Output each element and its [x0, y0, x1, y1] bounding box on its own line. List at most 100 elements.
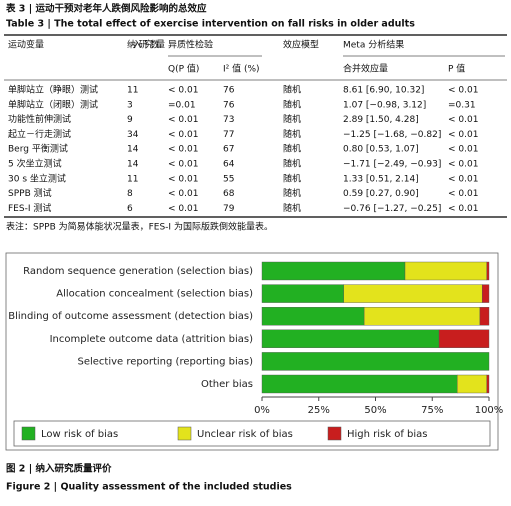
table-cell: 随机: [283, 84, 301, 96]
sub-header: Q(P 值): [168, 63, 199, 75]
category-label: Blinding of outcome assessment (detectio…: [8, 311, 253, 322]
chart-frame: [5, 252, 499, 451]
table-cell: < 0.01: [168, 204, 198, 214]
table-cell: 单脚站立（闭眼）测试: [8, 98, 98, 110]
bar-segment: [486, 261, 490, 281]
category-label: Random sequence generation (selection bi…: [23, 266, 253, 277]
table-cell: 67: [223, 145, 234, 155]
table-title-en: Table 3 | The total effect of exercise i…: [6, 19, 415, 30]
bar-segment: [479, 307, 490, 326]
table-cell: 5 次坐立测试: [8, 158, 62, 170]
table-cell: 1.33 [0.51, 2.14]: [343, 174, 419, 184]
table-cell: 起立－行走测试: [8, 128, 71, 140]
bar-segment: [261, 352, 490, 371]
bar-segment: [486, 374, 490, 394]
table-cell: 11: [127, 86, 138, 96]
table-cell: < 0.01: [448, 160, 478, 170]
table-cell: < 0.01: [448, 204, 478, 214]
table-cell: 8: [127, 189, 133, 199]
legend-label: Low risk of bias: [41, 429, 118, 440]
legend-swatch: [21, 426, 36, 441]
bar-segment: [343, 284, 483, 303]
table-cell: < 0.01: [168, 86, 198, 96]
bar-segment: [457, 374, 487, 394]
table-cell: =0.31: [448, 100, 476, 110]
table-cell: 34: [127, 130, 139, 140]
table-cell: 64: [223, 160, 235, 170]
table-cell: −1.71 [−2.49, −0.93]: [343, 160, 441, 170]
table-cell: −1.25 [−1.68, −0.82]: [343, 130, 441, 140]
table-cell: 55: [223, 174, 234, 184]
category-label: Other bias: [201, 379, 253, 390]
col-header: 运动变量: [8, 39, 44, 51]
x-tick-label: 100%: [475, 405, 504, 416]
table-cell: 随机: [283, 98, 301, 110]
table-cell: 30 s 坐立测试: [8, 172, 66, 184]
bar-segment: [261, 284, 344, 303]
table-cell: −0.76 [−1.27, −0.25]: [343, 204, 441, 214]
legend-label: High risk of bias: [347, 429, 428, 440]
bar-segment: [404, 261, 487, 281]
table-cell: < 0.01: [168, 115, 198, 125]
caption-en: Figure 2 | Quality assessment of the inc…: [6, 482, 292, 493]
table-cell: 76: [223, 86, 235, 96]
table-cell: 功能性前伸测试: [8, 113, 71, 125]
table-cell: 77: [223, 130, 234, 140]
table-cell: FES-I 测试: [8, 202, 51, 214]
legend-label: Unclear risk of bias: [197, 429, 293, 440]
bar-segment: [481, 284, 490, 303]
table-cell: 随机: [283, 143, 301, 155]
table-cell: 11: [127, 174, 138, 184]
table-cell: 0.80 [0.53, 1.07]: [343, 145, 419, 155]
table-cell: 9: [127, 115, 133, 125]
table-title-cn: 表 3 | 运动干预对老年人跌倒风险影响的总效应: [5, 3, 207, 15]
table-cell: SPPB 测试: [8, 187, 52, 199]
bar-segment: [438, 329, 490, 348]
bar-segment: [261, 329, 440, 348]
table-cell: 2.89 [1.50, 4.28]: [343, 115, 419, 125]
col-header: 效应模型: [283, 39, 319, 51]
table-cell: Berg 平衡测试: [8, 143, 68, 155]
table-cell: < 0.01: [448, 115, 478, 125]
table-cell: 随机: [283, 202, 301, 214]
table-cell: 随机: [283, 113, 301, 125]
table-cell: 单脚站立（睁眼）测试: [8, 84, 98, 96]
bar-segment: [261, 374, 458, 394]
legend-frame: [13, 420, 491, 447]
x-tick-label: 50%: [364, 405, 386, 416]
table-cell: < 0.01: [168, 130, 198, 140]
category-label: Incomplete outcome data (attrition bias): [50, 334, 254, 345]
legend-swatch: [327, 426, 342, 441]
table-cell: < 0.01: [168, 174, 198, 184]
x-tick-label: 0%: [254, 405, 270, 416]
table-cell: < 0.01: [168, 189, 198, 199]
table-cell: =0.01: [168, 100, 196, 110]
x-tick-label: 75%: [421, 405, 443, 416]
sub-header: I² 值 (%): [223, 63, 260, 75]
table-cell: < 0.01: [448, 174, 478, 184]
table-cell: 随机: [283, 172, 301, 184]
table-cell: 73: [223, 115, 234, 125]
table-cell: 随机: [283, 158, 301, 170]
table-cell: < 0.01: [448, 145, 478, 155]
table-cell: 随机: [283, 128, 301, 140]
table-cell: < 0.01: [168, 160, 198, 170]
col-header: Meta 分析结果: [343, 39, 404, 51]
legend-swatch: [177, 426, 192, 441]
sub-header: 合并效应量: [343, 63, 388, 75]
table-cell: 6: [127, 204, 133, 214]
table-cell: 76: [223, 100, 235, 110]
x-tick-label: 25%: [308, 405, 330, 416]
table-cell: < 0.01: [448, 86, 478, 96]
category-label: Selective reporting (reporting bias): [77, 356, 253, 367]
caption-cn: 图 2 | 纳入研究质量评价: [6, 463, 112, 475]
sub-header: P 值: [448, 63, 465, 75]
table-cell: 8.61 [6.90, 10.32]: [343, 86, 424, 96]
category-label: Allocation concealment (selection bias): [56, 289, 253, 300]
table-cell: 68: [223, 189, 235, 199]
table-cell: < 0.01: [448, 189, 478, 199]
table-cell: 79: [223, 204, 235, 214]
table-cell: < 0.01: [168, 145, 198, 155]
bar-segment: [363, 307, 481, 326]
